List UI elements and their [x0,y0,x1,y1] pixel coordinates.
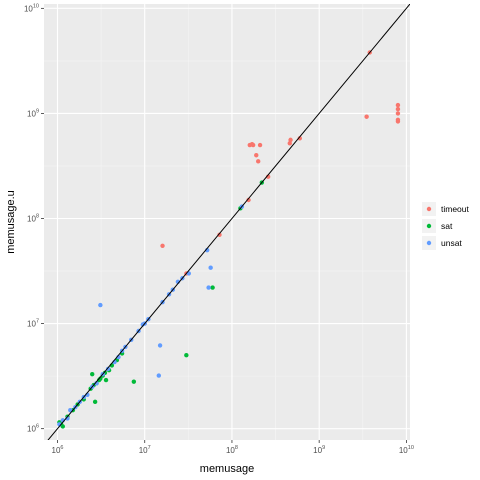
minor-gridlines [44,4,410,440]
point-sat [184,353,189,358]
y-axis-ticks: 106 107 108 109 1010 [24,3,44,434]
point-timeout [250,142,256,148]
point-timeout [246,197,251,203]
point-sat [60,424,66,429]
point-unsat [140,322,145,327]
point-unsat [157,343,163,348]
point-timeout [217,232,222,237]
y-tick-label: 108 [27,214,39,224]
point-sat [210,285,215,290]
reference-line-y-equals-x [47,4,410,440]
x-tick-label: 1010 [399,445,414,455]
legend-marker-timeout [426,206,432,212]
legend-label-sat: sat [441,221,453,231]
legend-label-unsat: unsat [441,238,462,248]
y-tick-label: 107 [27,319,39,329]
point-timeout [287,141,292,146]
point-sat [103,377,109,383]
legend-marker-unsat [426,240,432,246]
x-tick-label: 108 [226,445,238,455]
x-tick-label: 107 [139,445,151,455]
legend: timeout sat unsat [422,202,470,250]
point-sat [90,371,95,377]
point-timeout [297,136,303,141]
point-timeout [364,114,369,119]
point-timeout [160,243,165,248]
x-tick-label: 106 [52,445,64,455]
point-timeout [395,102,401,108]
point-sat [96,377,102,383]
x-tick-label: 109 [313,445,325,455]
point-unsat [98,302,103,308]
point-unsat [206,285,211,290]
legend-marker-sat [426,223,432,229]
point-unsat [105,366,111,372]
point-timeout [257,142,263,148]
plot-panel [44,4,410,440]
y-tick-label: 109 [27,108,39,118]
point-timeout [288,137,293,143]
y-axis-title: memusage.u [5,190,17,254]
point-timeout [254,153,259,158]
point-unsat [208,265,213,270]
point-timeout [395,106,401,112]
x-axis-ticks: 106 107 108 109 1010 [52,440,414,455]
point-unsat [156,373,162,378]
major-gridlines [44,4,410,440]
point-timeout [395,111,401,116]
legend-label-timeout: timeout [441,204,470,214]
point-sat [131,379,137,384]
point-timeout [256,159,261,164]
point-timeout [395,119,401,124]
x-axis-title: memusage [200,463,254,475]
y-tick-label: 1010 [24,3,39,13]
point-sat [92,399,98,405]
y-tick-label: 106 [27,424,39,434]
